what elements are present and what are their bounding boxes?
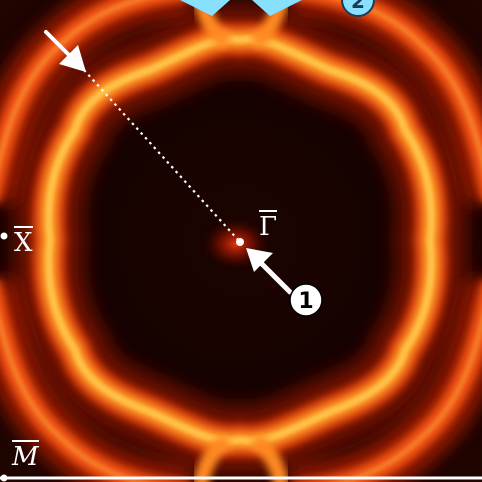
gamma-point-dot [236, 238, 244, 246]
marker-1-text: 1 [298, 289, 313, 314]
arrow-to-gamma-icon [246, 248, 293, 295]
marker-1-badge [289, 283, 323, 317]
m-label-text: M [12, 440, 39, 472]
gamma-label-text: Γ [259, 210, 278, 242]
m-label: M [12, 440, 39, 470]
arrow-upper-left-icon [44, 30, 86, 72]
x-label: X [14, 226, 33, 256]
x-label-text: X [14, 226, 33, 258]
marker-2-group: 2 [180, 0, 375, 17]
x-point-dot [0, 232, 8, 240]
marker-2-text: 2 [351, 0, 365, 13]
m-point-dot [0, 474, 8, 482]
marker-2-badge [341, 0, 375, 17]
gamma-label: Γ [259, 210, 278, 242]
cyan-arrow-left [180, 0, 230, 16]
cyan-arrow-right [252, 0, 302, 16]
